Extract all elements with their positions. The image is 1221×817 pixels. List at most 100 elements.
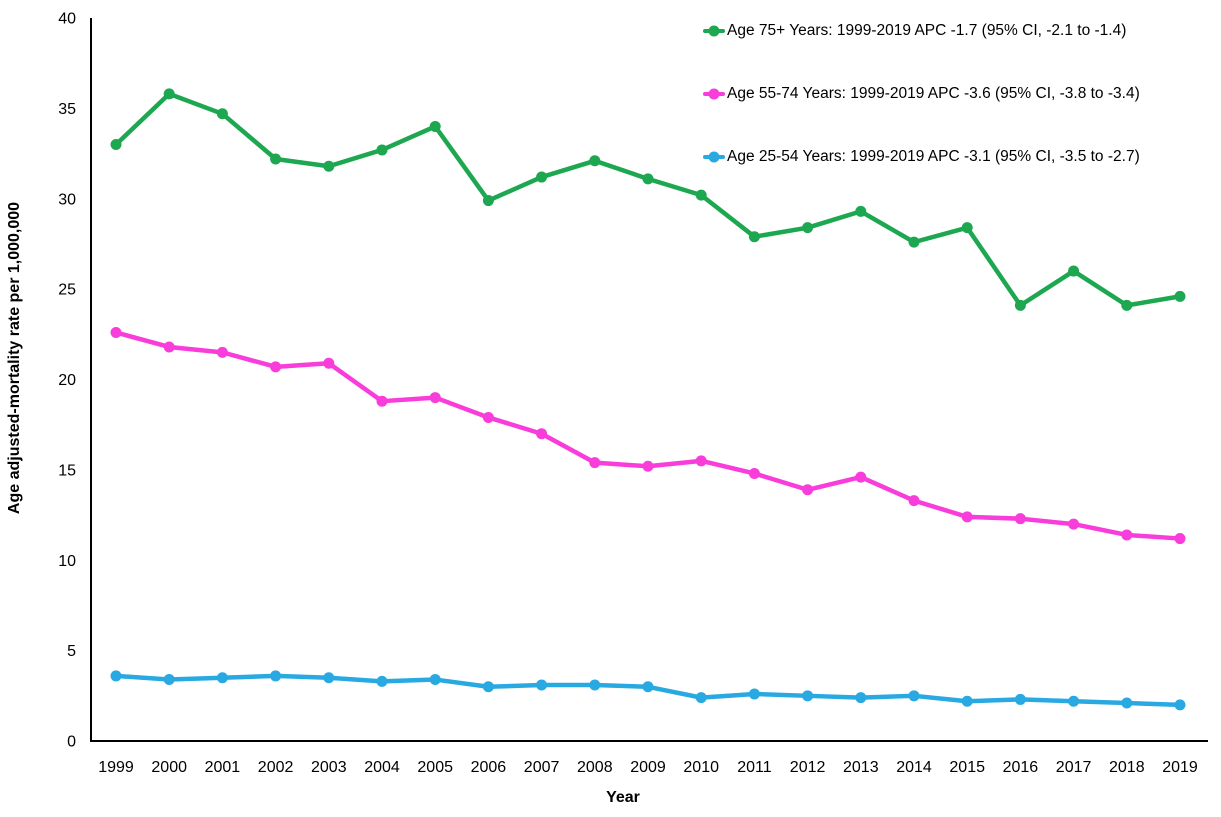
point-age-75plus-2014 [908, 236, 920, 248]
point-age-55-74-2019 [1174, 533, 1186, 545]
point-age-75plus-2016 [1014, 299, 1026, 311]
point-age-25-54-2011 [748, 688, 760, 700]
point-age-55-74-2004 [376, 395, 388, 407]
point-age-55-74-2002 [270, 361, 282, 373]
point-age-55-74-2012 [802, 484, 814, 496]
point-age-75plus-2012 [802, 222, 814, 234]
x-tick-label-1999: 1999 [98, 759, 134, 776]
point-age-55-74-2011 [748, 467, 760, 479]
point-age-75plus-2008 [589, 155, 601, 167]
point-age-25-54-2007 [536, 679, 548, 691]
legend-marker-age-25-54-icon [703, 151, 725, 163]
x-tick-label-2018: 2018 [1109, 759, 1145, 776]
legend-marker-age-75plus-icon [703, 25, 725, 37]
point-age-25-54-2019 [1174, 699, 1186, 711]
x-tick-label-2010: 2010 [683, 759, 719, 776]
y-tick-label-40: 40 [58, 11, 76, 28]
x-tick-label-2011: 2011 [737, 759, 772, 776]
y-tick-label-35: 35 [58, 101, 76, 118]
chart-legend: Age 75+ Years: 1999-2019 APC -1.7 (95% C… [703, 21, 1140, 210]
y-tick-label-5: 5 [67, 643, 76, 660]
point-age-25-54-2015 [961, 695, 973, 707]
point-age-25-54-1999 [110, 670, 122, 682]
x-tick-label-2004: 2004 [364, 759, 400, 776]
point-age-55-74-2008 [589, 457, 601, 469]
x-tick-label-2013: 2013 [843, 759, 879, 776]
point-age-55-74-2009 [642, 460, 654, 472]
point-age-25-54-2016 [1014, 693, 1026, 705]
x-tick-label-2012: 2012 [790, 759, 826, 776]
x-axis-title: Year [606, 789, 640, 806]
point-age-25-54-2005 [429, 674, 441, 686]
point-age-55-74-2015 [961, 511, 973, 523]
point-age-75plus-2010 [695, 189, 707, 201]
x-tick-label-2003: 2003 [311, 759, 347, 776]
x-tick-label-2000: 2000 [151, 759, 187, 776]
point-age-25-54-2000 [163, 674, 175, 686]
point-age-55-74-2014 [908, 495, 920, 507]
point-age-75plus-2001 [216, 108, 228, 120]
x-tick-label-2002: 2002 [258, 759, 294, 776]
point-age-75plus-2003 [323, 160, 335, 172]
x-tick-label-2016: 2016 [1003, 759, 1039, 776]
point-age-75plus-2006 [482, 195, 494, 207]
point-age-25-54-2014 [908, 690, 920, 702]
point-age-55-74-1999 [110, 327, 122, 339]
legend-dot-icon [708, 25, 720, 37]
point-age-25-54-2013 [855, 692, 867, 704]
legend-item-age-75plus: Age 75+ Years: 1999-2019 APC -1.7 (95% C… [703, 21, 1140, 41]
point-age-75plus-2013 [855, 205, 867, 217]
point-age-75plus-2017 [1068, 265, 1080, 277]
y-tick-label-0: 0 [67, 734, 76, 751]
point-age-55-74-2013 [855, 471, 867, 483]
legend-item-age-25-54: Age 25-54 Years: 1999-2019 APC -3.1 (95%… [703, 147, 1140, 167]
point-age-75plus-2002 [270, 153, 282, 165]
point-age-25-54-2012 [802, 690, 814, 702]
point-age-55-74-2018 [1121, 529, 1133, 541]
legend-label-age-25-54: Age 25-54 Years: 1999-2019 APC -3.1 (95%… [727, 148, 1140, 165]
legend-dot-icon [708, 151, 720, 163]
point-age-25-54-2008 [589, 679, 601, 691]
legend-item-age-55-74: Age 55-74 Years: 1999-2019 APC -3.6 (95%… [703, 84, 1140, 104]
x-tick-label-2007: 2007 [524, 759, 560, 776]
x-tick-label-2015: 2015 [949, 759, 985, 776]
point-age-55-74-2007 [536, 428, 548, 440]
point-age-55-74-2017 [1068, 518, 1080, 530]
x-tick-label-2009: 2009 [630, 759, 666, 776]
point-age-25-54-2002 [270, 670, 282, 682]
legend-label-age-75plus: Age 75+ Years: 1999-2019 APC -1.7 (95% C… [727, 22, 1127, 39]
point-age-55-74-2000 [163, 341, 175, 353]
y-tick-label-15: 15 [58, 462, 76, 479]
point-age-75plus-2009 [642, 173, 654, 185]
point-age-75plus-2019 [1174, 290, 1186, 302]
point-age-75plus-2015 [961, 222, 973, 234]
point-age-55-74-2001 [216, 346, 228, 358]
point-age-55-74-2005 [429, 392, 441, 404]
point-age-75plus-1999 [110, 139, 122, 151]
point-age-25-54-2004 [376, 675, 388, 687]
point-age-75plus-2011 [748, 231, 760, 243]
point-age-55-74-2016 [1014, 513, 1026, 525]
y-tick-label-10: 10 [58, 553, 76, 570]
point-age-75plus-2004 [376, 144, 388, 156]
point-age-25-54-2009 [642, 681, 654, 693]
point-age-75plus-2007 [536, 171, 548, 183]
point-age-25-54-2017 [1068, 695, 1080, 707]
x-tick-label-2019: 2019 [1162, 759, 1198, 776]
y-tick-label-20: 20 [58, 372, 76, 389]
point-age-55-74-2010 [695, 455, 707, 467]
point-age-25-54-2006 [482, 681, 494, 693]
y-tick-label-30: 30 [58, 191, 76, 208]
x-tick-label-2014: 2014 [896, 759, 932, 776]
point-age-75plus-2018 [1121, 299, 1133, 311]
legend-dot-icon [708, 88, 720, 100]
point-age-25-54-2001 [216, 672, 228, 684]
y-tick-label-25: 25 [58, 282, 76, 299]
y-axis-title: Age adjusted-mortality rate per 1,000,00… [6, 201, 23, 515]
point-age-75plus-2000 [163, 88, 175, 100]
x-tick-label-2008: 2008 [577, 759, 613, 776]
x-tick-label-2001: 2001 [205, 759, 241, 776]
point-age-25-54-2003 [323, 672, 335, 684]
